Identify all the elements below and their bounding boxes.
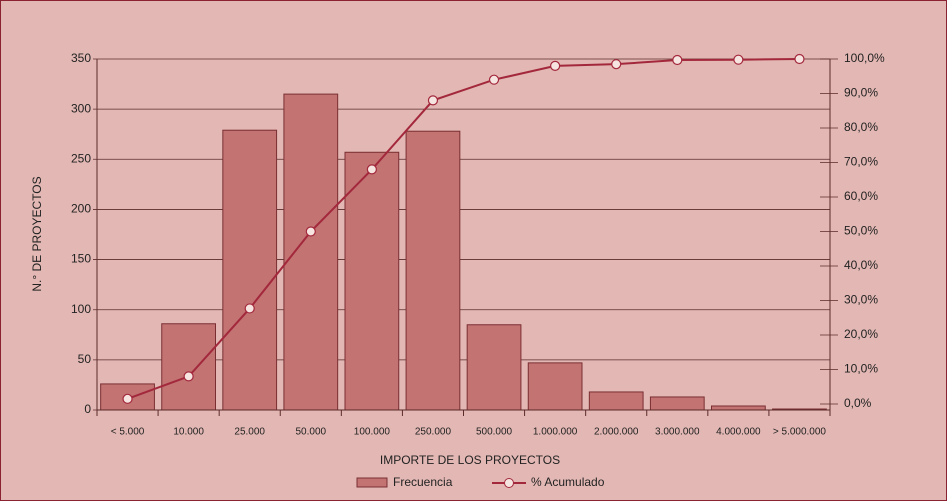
legend-label: Frecuencia: [393, 475, 453, 489]
line-point: [305, 226, 316, 237]
x-tick-label: 25.000: [234, 427, 265, 438]
bar: [344, 151, 400, 411]
x-tick-label: 4.000.000: [716, 427, 761, 438]
line-point: [672, 54, 683, 66]
bar: [588, 391, 644, 411]
y-tick-label: 150: [71, 252, 91, 266]
bar: [527, 362, 583, 411]
x-axis-title: IMPORTE DE LOS PROYECTOS: [380, 453, 560, 467]
y2-tick-label: 90,0%: [844, 86, 878, 100]
line-point: [244, 303, 255, 314]
y2-tick-label: 30,0%: [844, 293, 878, 307]
bar: [466, 324, 522, 411]
y2-tick-label: 80,0%: [844, 120, 878, 134]
y-tick-label: 300: [71, 101, 91, 115]
x-tick-label: 100.000: [354, 427, 391, 438]
legend-swatch: [356, 477, 388, 488]
bar: [283, 93, 339, 411]
legend-marker: [504, 478, 514, 488]
y-tick-label: 200: [71, 202, 91, 216]
line-point: [366, 164, 377, 175]
line-point: [122, 393, 133, 404]
x-tick-label: < 5.000: [111, 427, 145, 438]
y-tick-label: 50: [78, 352, 92, 366]
y-tick-label: 350: [71, 51, 91, 65]
y-tick-label: 0: [84, 402, 91, 416]
x-tick-label: 2.000.000: [594, 427, 639, 438]
x-tick-label: 1.000.000: [533, 427, 578, 438]
y-axis-title: N.° DE PROYECTOS: [30, 176, 44, 291]
y2-tick-label: 10,0%: [844, 362, 878, 376]
bar: [161, 323, 217, 411]
bar: [710, 405, 766, 411]
y2-tick-label: 0,0%: [844, 396, 872, 410]
y2-tick-label: 50,0%: [844, 224, 878, 238]
line-point: [183, 371, 194, 382]
y2-tick-label: 70,0%: [844, 155, 878, 169]
line-point: [427, 95, 439, 106]
x-tick-label: 10.000: [173, 427, 204, 438]
x-tick-label: 250.000: [415, 427, 452, 438]
y-tick-label: 250: [71, 151, 91, 165]
x-tick-label: 3.000.000: [655, 427, 700, 438]
bar: [222, 129, 278, 411]
y-tick-label: 100: [71, 302, 91, 316]
line-point: [488, 74, 500, 85]
y2-tick-label: 100,0%: [844, 51, 885, 65]
x-tick-label: 500.000: [476, 427, 513, 438]
line: [127, 58, 800, 400]
line-point: [611, 59, 622, 70]
line-point: [794, 53, 805, 65]
bar: [405, 130, 461, 411]
y2-tick-label: 20,0%: [844, 327, 878, 341]
bar: [649, 396, 705, 411]
line-point: [550, 60, 561, 72]
y2-tick-label: 60,0%: [844, 189, 878, 203]
x-tick-label: > 5.000.000: [773, 427, 827, 438]
line-point: [733, 54, 744, 65]
legend-label: % Acumulado: [531, 475, 605, 489]
x-tick-label: 50.000: [295, 427, 326, 438]
y2-tick-label: 40,0%: [844, 258, 878, 272]
